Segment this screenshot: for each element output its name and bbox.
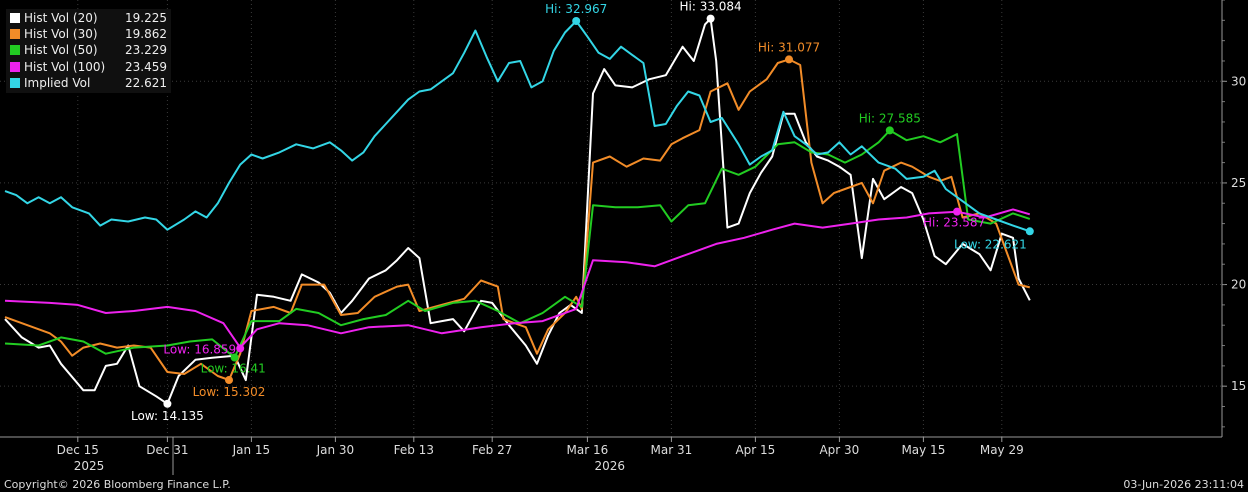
x-tick-label: Apr 30 bbox=[819, 443, 859, 457]
x-tick-label: Jan 30 bbox=[316, 443, 355, 457]
annotation-marker bbox=[706, 14, 715, 23]
legend-value: 19.862 bbox=[125, 27, 167, 42]
legend-item-implied: Implied Vol 22.621 bbox=[10, 75, 167, 91]
series-line-1 bbox=[4, 58, 1031, 381]
series-line-4 bbox=[4, 20, 1031, 233]
x-tick-label: May 15 bbox=[901, 443, 945, 457]
legend-item-hv20: Hist Vol (20) 19.225 bbox=[10, 10, 167, 26]
annotation-marker bbox=[236, 344, 245, 353]
year-label: 2026 bbox=[595, 459, 626, 473]
annotation-label: Low: 14.135 bbox=[131, 409, 204, 423]
legend-value: 19.225 bbox=[125, 11, 167, 26]
annotation-label: Low: 15.302 bbox=[193, 385, 266, 399]
annotation-label: Low: 16.41 bbox=[201, 362, 266, 376]
timestamp-text: 03-Jun-2026 23:11:04 bbox=[1123, 478, 1244, 491]
annotation-marker bbox=[953, 207, 961, 216]
legend-item-hv50: Hist Vol (50) 23.229 bbox=[10, 42, 167, 58]
annotations: Low: 14.135 Hi: 33.084 Low: 15.302 Hi: 31.0… bbox=[131, 0, 1034, 423]
footer: Copyright© 2026 Bloomberg Finance L.P. 0… bbox=[0, 476, 1248, 492]
x-tick-label: Feb 27 bbox=[472, 443, 512, 457]
year-label: 2025 bbox=[74, 459, 105, 473]
series-line-3 bbox=[4, 208, 1031, 349]
legend-swatch bbox=[10, 77, 20, 88]
gridlines bbox=[0, 0, 1222, 437]
series-line-2 bbox=[4, 129, 1031, 359]
x-tick-label: Feb 13 bbox=[394, 443, 434, 457]
annotation-marker bbox=[225, 376, 233, 385]
legend-label: Implied Vol bbox=[24, 75, 91, 90]
annotation-label: Hi: 31.077 bbox=[758, 40, 820, 54]
legend-swatch bbox=[10, 45, 20, 56]
annotation-label: Hi: 23.587 bbox=[923, 216, 985, 230]
annotation-label: Hi: 27.585 bbox=[859, 111, 921, 125]
legend-value: 22.621 bbox=[125, 75, 167, 90]
y-tick-label: 30 bbox=[1231, 74, 1246, 88]
legend-label: Hist Vol (30) bbox=[24, 27, 98, 42]
x-tick-label: Mar 16 bbox=[567, 443, 609, 457]
legend-value: 23.229 bbox=[125, 43, 167, 58]
annotation-marker bbox=[572, 16, 581, 25]
annotation-label: Low: 22.621 bbox=[954, 237, 1027, 251]
x-tick-label: Mar 31 bbox=[651, 443, 693, 457]
legend-swatch bbox=[10, 29, 20, 40]
copyright-text: Copyright© 2026 Bloomberg Finance L.P. bbox=[4, 478, 231, 491]
annotation-marker bbox=[885, 126, 894, 135]
series-lines bbox=[4, 17, 1031, 405]
annotation-label: Hi: 33.084 bbox=[679, 0, 741, 14]
legend: Hist Vol (20) 19.225 Hist Vol (30) 19.86… bbox=[6, 9, 171, 93]
legend-label: Hist Vol (50) bbox=[24, 43, 98, 58]
x-tick-label: Jan 15 bbox=[232, 443, 271, 457]
legend-label: Hist Vol (20) bbox=[24, 11, 98, 26]
x-tick-label: Apr 15 bbox=[735, 443, 775, 457]
legend-swatch bbox=[10, 13, 20, 24]
annotation-label: Hi: 32.967 bbox=[545, 2, 607, 16]
x-tick-label: Dec 15 bbox=[57, 443, 99, 457]
x-tick-label: May 29 bbox=[980, 443, 1024, 457]
legend-label: Hist Vol (100) bbox=[24, 59, 106, 74]
annotation-marker bbox=[785, 55, 793, 64]
legend-value: 23.459 bbox=[125, 59, 167, 74]
y-tick-label: 20 bbox=[1231, 278, 1246, 292]
annotation-marker bbox=[1025, 227, 1034, 236]
legend-item-hv30: Hist Vol (30) 19.862 bbox=[10, 26, 167, 42]
annotation-marker bbox=[163, 399, 172, 408]
annotation-marker bbox=[230, 353, 239, 362]
legend-swatch bbox=[10, 61, 20, 72]
legend-item-hv100: Hist Vol (100) 23.459 bbox=[10, 59, 167, 75]
y-tick-label: 25 bbox=[1231, 176, 1246, 190]
x-tick-label: Dec 31 bbox=[146, 443, 188, 457]
y-tick-label: 15 bbox=[1231, 379, 1246, 393]
annotation-label: Low: 16.859 bbox=[163, 342, 236, 356]
